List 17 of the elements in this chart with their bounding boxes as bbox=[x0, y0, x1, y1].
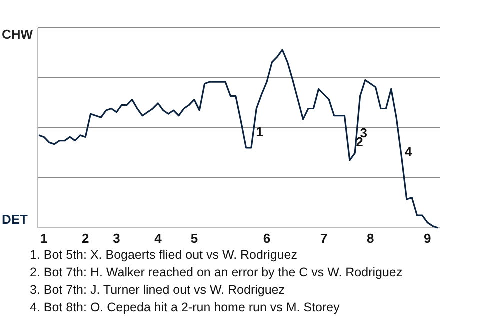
annotation: 4 bbox=[404, 144, 413, 160]
x-tick-label: 3 bbox=[113, 231, 120, 246]
text: DET bbox=[2, 212, 28, 227]
x-tick-label: 7 bbox=[320, 231, 328, 246]
annotation: 1 bbox=[256, 124, 264, 140]
x-tick-label: 6 bbox=[263, 231, 271, 246]
x-tick-label: 8 bbox=[367, 231, 374, 246]
text: 3. Bot 7th: J. Turner lined out vs W. Rodriguez bbox=[30, 283, 285, 297]
text: 2. Bot 7th: H. Walker reached on an error by the C vs W. Rodriguez bbox=[30, 266, 403, 280]
x-tick-label: 5 bbox=[190, 231, 198, 246]
text: 4. Bot 8th: O. Cepeda hit a 2-run home run vs M. Storey bbox=[30, 300, 341, 314]
x-tick-label: 2 bbox=[82, 231, 90, 246]
text: 1. Bot 5th: X. Bogaerts flied out vs W. Rodriguez bbox=[30, 248, 298, 262]
text: CHW bbox=[2, 27, 34, 42]
x-tick-label: 9 bbox=[424, 231, 432, 246]
x-tick-label: 4 bbox=[154, 231, 163, 246]
x-tick-label: 1 bbox=[40, 231, 48, 246]
